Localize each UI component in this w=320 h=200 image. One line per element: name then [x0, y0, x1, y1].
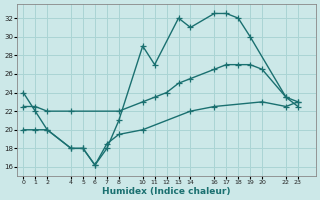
X-axis label: Humidex (Indice chaleur): Humidex (Indice chaleur) [102, 187, 231, 196]
